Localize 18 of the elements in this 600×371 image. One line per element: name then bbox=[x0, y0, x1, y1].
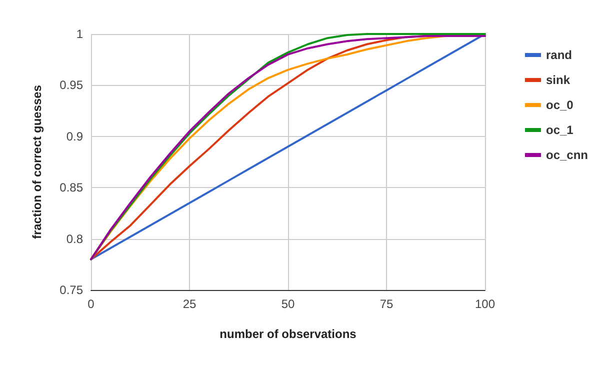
legend-label: sink bbox=[546, 73, 570, 87]
x-tick-label: 25 bbox=[182, 297, 196, 311]
x-tick-label: 50 bbox=[281, 297, 295, 311]
legend-label: rand bbox=[546, 48, 572, 62]
y-tick-label: 1 bbox=[76, 27, 84, 41]
y-axis-title: fraction of correct guesses bbox=[30, 84, 44, 240]
y-tick-label: 0.95 bbox=[60, 78, 84, 92]
x-tick-label: 75 bbox=[380, 297, 394, 311]
legend-label: oc_cnn bbox=[546, 148, 588, 162]
y-tick-label: 0.75 bbox=[60, 283, 84, 297]
x-tick-label: 0 bbox=[88, 297, 95, 311]
legend-label: oc_1 bbox=[546, 123, 574, 137]
x-tick-label: 100 bbox=[474, 297, 496, 311]
legend-label: oc_0 bbox=[546, 98, 574, 112]
y-tick-label: 0.8 bbox=[66, 232, 84, 246]
y-tick-label: 0.9 bbox=[66, 129, 84, 144]
x-axis-title: number of observations bbox=[220, 327, 357, 341]
y-tick-label: 0.85 bbox=[60, 180, 84, 195]
